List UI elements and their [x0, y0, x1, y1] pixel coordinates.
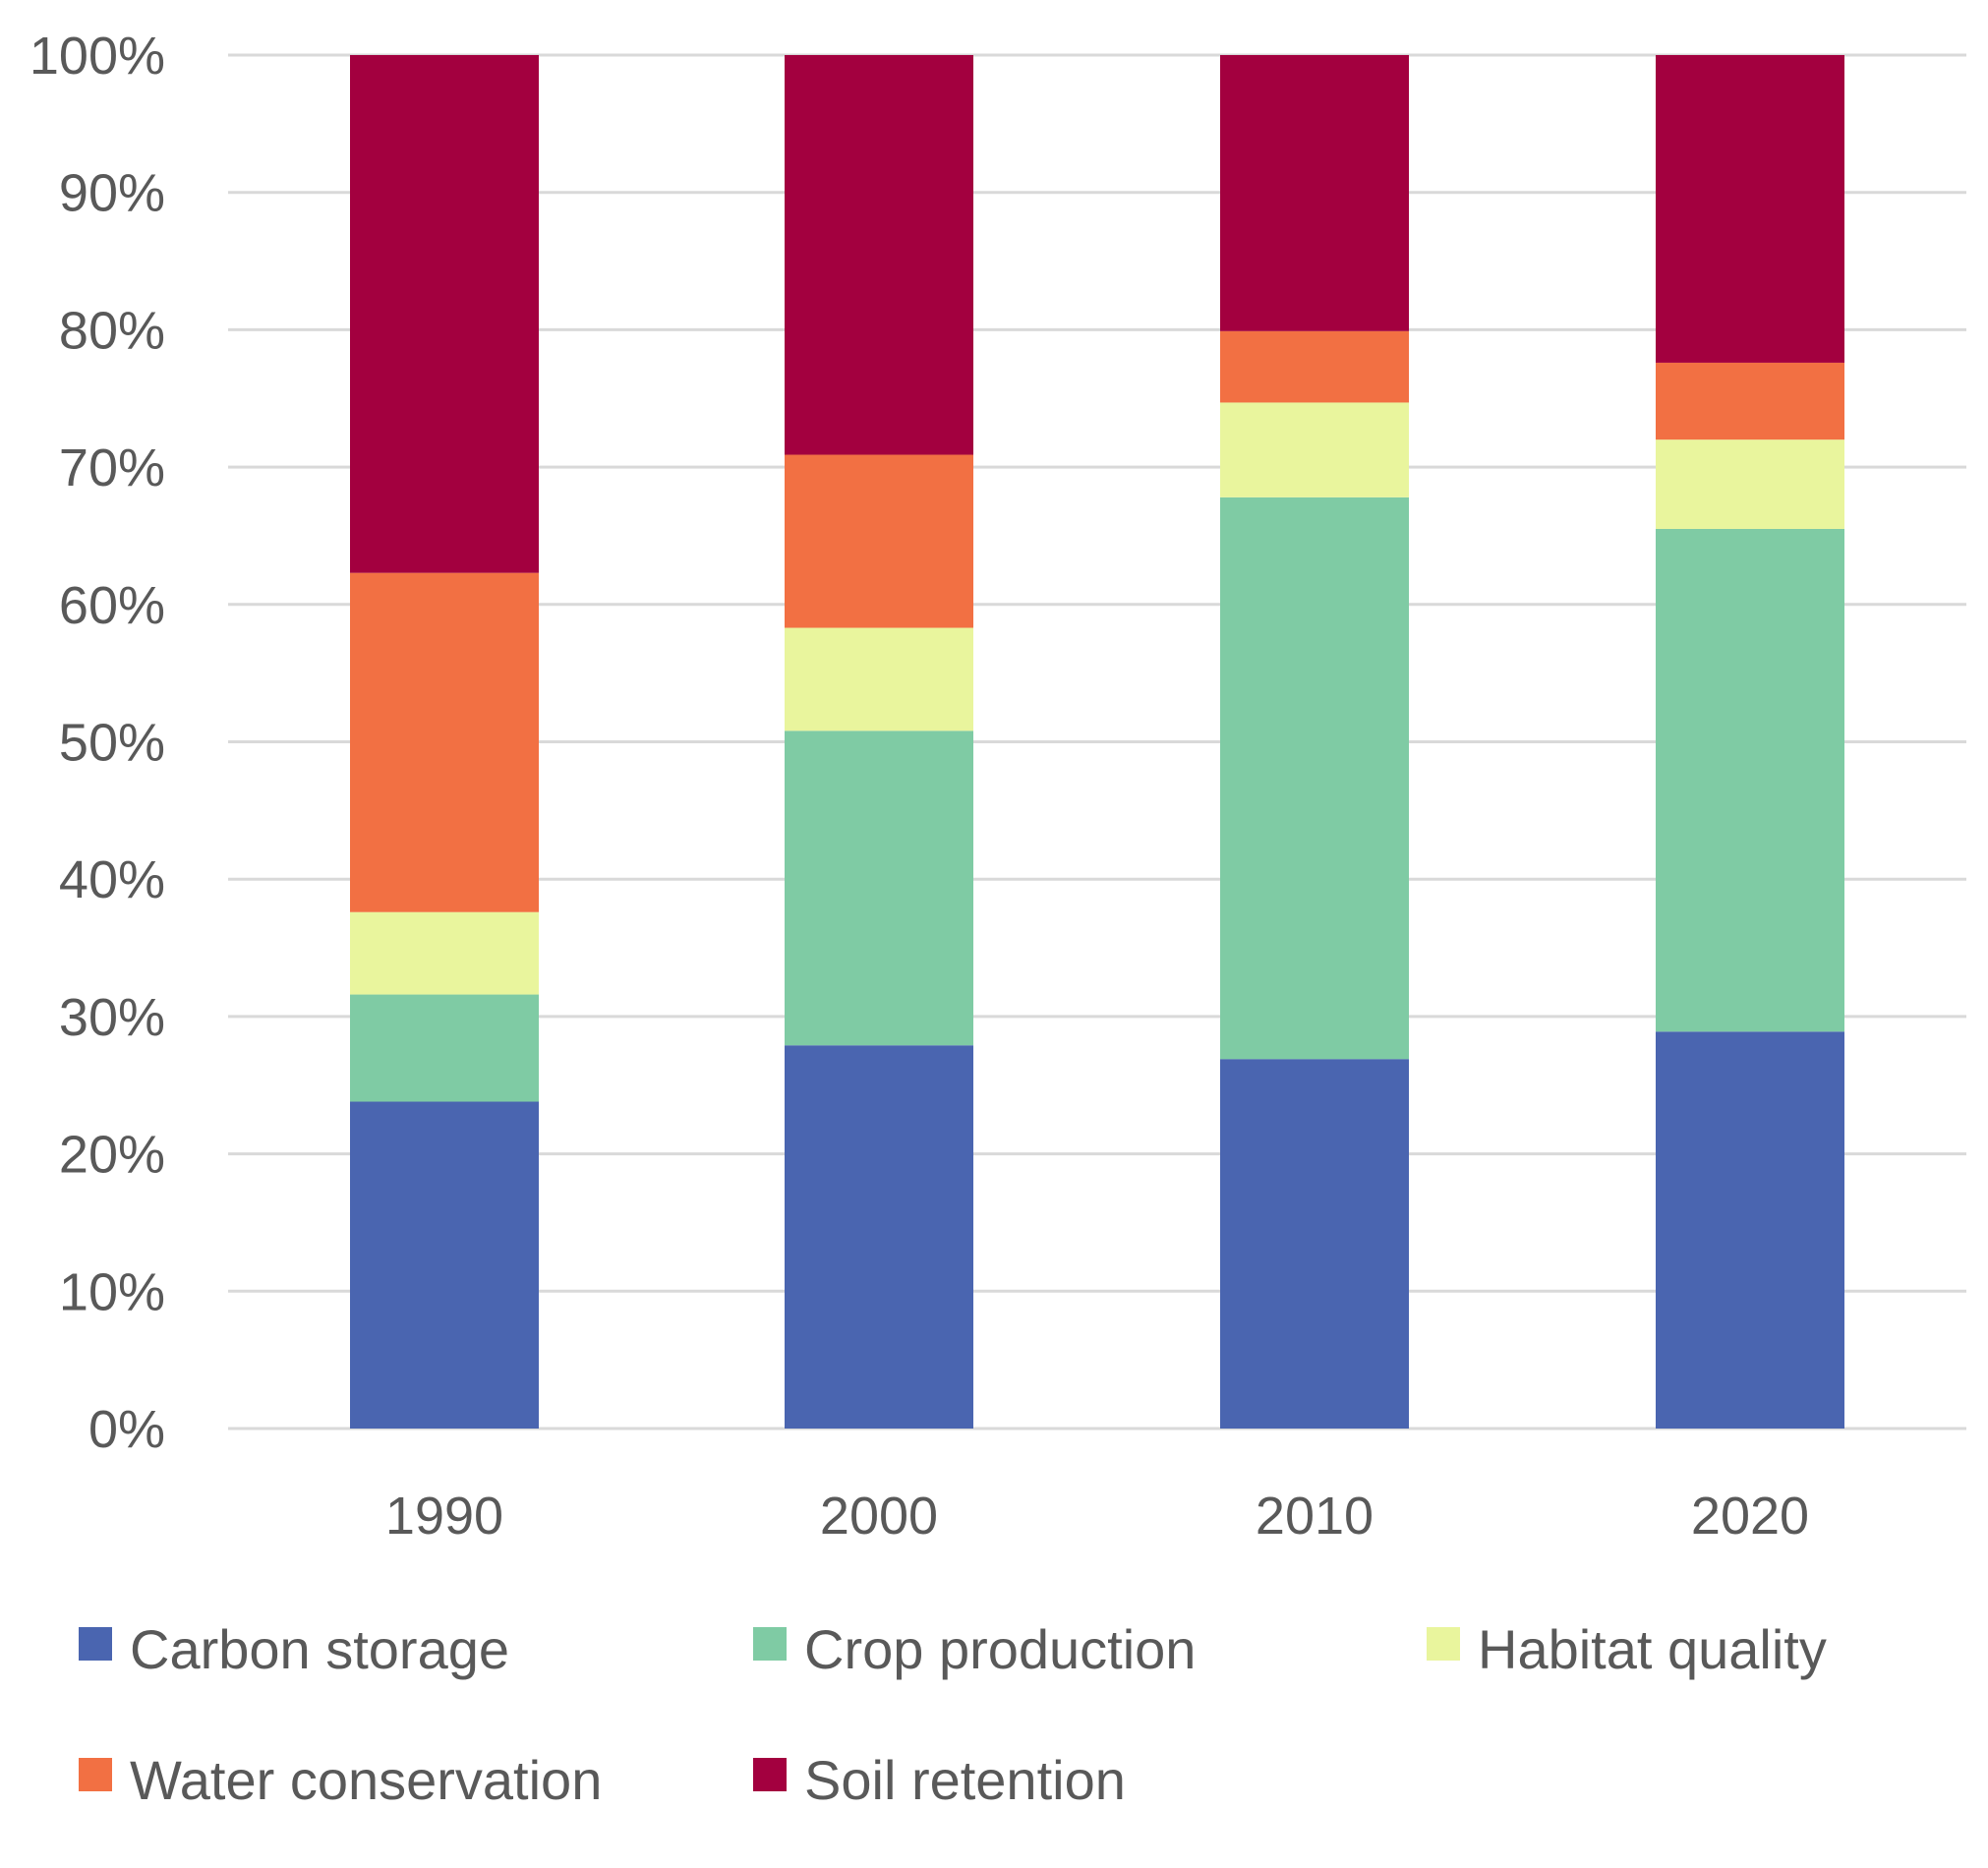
y-tick-label: 90%	[59, 164, 165, 223]
y-tick-label: 30%	[59, 988, 165, 1047]
bar-segment	[785, 1045, 973, 1429]
bar-segment	[1656, 55, 1844, 363]
y-tick-label: 60%	[59, 576, 165, 635]
x-tick-label: 1990	[385, 1487, 503, 1546]
bar-segment	[1220, 496, 1409, 1060]
legend-swatch	[753, 1627, 787, 1661]
bar-segment	[1220, 1059, 1409, 1429]
legend-swatch	[1427, 1627, 1460, 1661]
legend-item: Soil retention	[753, 1749, 1126, 1811]
legend-item: Crop production	[753, 1618, 1196, 1680]
bar-segment	[350, 55, 539, 573]
bar-segment	[1656, 362, 1844, 440]
bar-segments	[350, 55, 1844, 1429]
bar-segment	[1656, 439, 1844, 529]
legend-swatch	[753, 1758, 787, 1791]
legend-item: Habitat quality	[1427, 1618, 1827, 1680]
bar-segment	[1220, 330, 1409, 403]
legend-item: Water conservation	[79, 1749, 602, 1811]
legend-label: Soil retention	[804, 1749, 1126, 1811]
y-tick-label: 10%	[59, 1262, 165, 1321]
y-tick-label: 40%	[59, 850, 165, 909]
y-tick-label: 100%	[29, 27, 165, 86]
bar-segment	[350, 572, 539, 912]
x-tick-label: 2000	[820, 1487, 938, 1546]
y-axis-tick-labels: 0% 10% 20% 30% 40% 50% 60% 70% 80% 90% 100%	[29, 27, 165, 1459]
y-tick-label: 0%	[88, 1400, 165, 1459]
legend-label: Water conservation	[130, 1749, 602, 1811]
bar-segment	[1220, 55, 1409, 331]
bar-segment	[350, 994, 539, 1102]
bar-segment	[1656, 528, 1844, 1032]
x-tick-label: 2010	[1256, 1487, 1374, 1546]
bar-segment	[1220, 402, 1409, 497]
legend-label: Habitat quality	[1478, 1618, 1827, 1680]
legend-label: Carbon storage	[130, 1618, 509, 1680]
x-tick-label: 2020	[1691, 1487, 1809, 1546]
legend: Carbon storage Crop production Habitat qua…	[79, 1618, 1827, 1811]
legend-item: Carbon storage	[79, 1618, 509, 1680]
x-axis-tick-labels: 1990 2000 2010 2020	[385, 1487, 1809, 1546]
y-tick-label: 80%	[59, 301, 165, 360]
bar-segment	[785, 55, 973, 455]
bar-segment	[350, 911, 539, 995]
y-tick-label: 70%	[59, 438, 165, 497]
legend-swatch	[79, 1627, 112, 1661]
legend-swatch	[79, 1758, 112, 1791]
bar-segment	[785, 454, 973, 628]
y-tick-label: 50%	[59, 714, 165, 773]
bar-segment	[785, 730, 973, 1046]
legend-label: Crop production	[804, 1618, 1196, 1680]
bar-segment	[350, 1101, 539, 1429]
bar-segment	[1656, 1031, 1844, 1429]
bar-segment	[785, 627, 973, 731]
y-tick-label: 20%	[59, 1126, 165, 1185]
